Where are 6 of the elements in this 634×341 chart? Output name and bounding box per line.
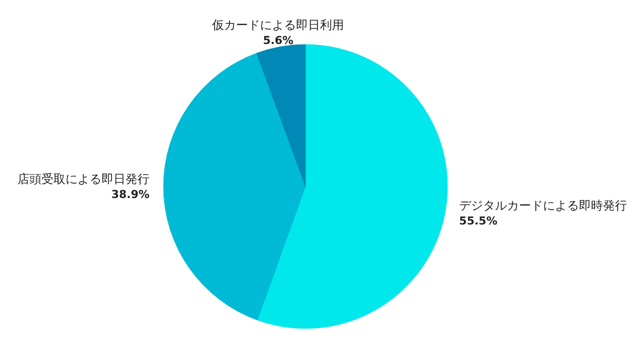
slice-label: 仮カードによる即日利用 — [211, 18, 344, 32]
slice-label: デジタルカードによる即時発行 — [459, 198, 628, 212]
slice-label: 店頭受取による即日発行 — [18, 172, 150, 186]
data-label: 55.5% — [459, 214, 498, 228]
data-label: 38.9% — [111, 188, 150, 201]
data-label: 5.6% — [262, 34, 294, 47]
